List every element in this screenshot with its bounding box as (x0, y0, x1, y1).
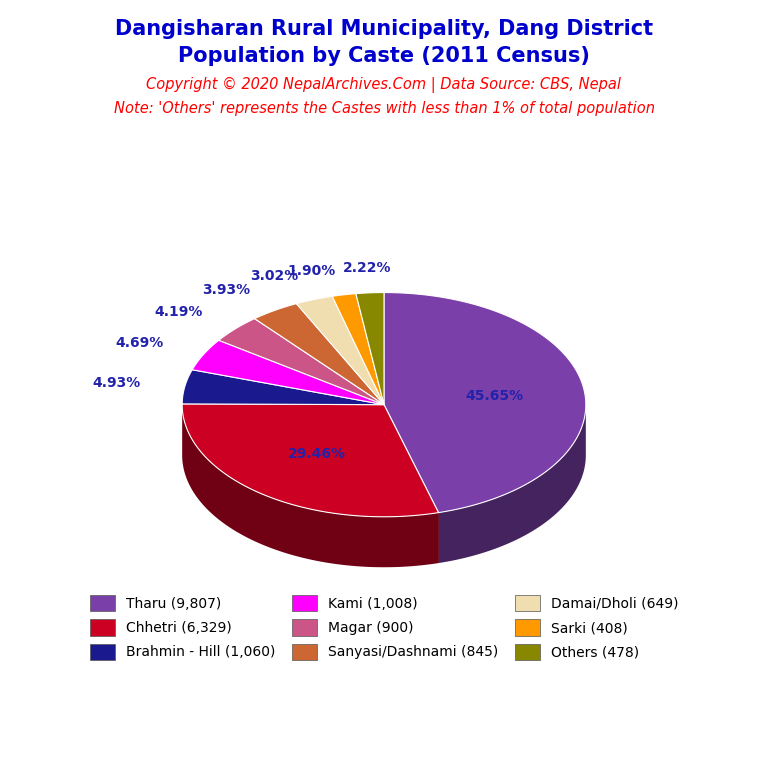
Text: 29.46%: 29.46% (288, 447, 346, 461)
Text: 1.90%: 1.90% (287, 263, 335, 277)
Legend: Tharu (9,807), Chhetri (6,329), Brahmin - Hill (1,060), Kami (1,008), Magar (900: Tharu (9,807), Chhetri (6,329), Brahmin … (83, 588, 685, 667)
Polygon shape (296, 296, 384, 405)
Text: 2.22%: 2.22% (343, 261, 391, 275)
Polygon shape (384, 293, 586, 512)
Polygon shape (182, 369, 384, 405)
Polygon shape (182, 405, 439, 568)
Polygon shape (384, 405, 439, 563)
Text: 4.19%: 4.19% (154, 305, 203, 319)
Text: 45.65%: 45.65% (465, 389, 523, 403)
Text: 4.93%: 4.93% (93, 376, 141, 389)
Polygon shape (439, 405, 586, 563)
Polygon shape (219, 319, 384, 405)
Text: Population by Caste (2011 Census): Population by Caste (2011 Census) (178, 46, 590, 66)
Text: Copyright © 2020 NepalArchives.Com | Data Source: CBS, Nepal: Copyright © 2020 NepalArchives.Com | Dat… (147, 77, 621, 93)
Text: 3.93%: 3.93% (203, 283, 250, 296)
Polygon shape (333, 293, 384, 405)
Polygon shape (254, 303, 384, 405)
Polygon shape (384, 405, 439, 563)
Polygon shape (182, 404, 439, 517)
Text: 3.02%: 3.02% (250, 270, 299, 283)
Text: Note: 'Others' represents the Castes with less than 1% of total population: Note: 'Others' represents the Castes wit… (114, 101, 654, 117)
Polygon shape (356, 293, 384, 405)
Text: 4.69%: 4.69% (115, 336, 164, 350)
Text: Dangisharan Rural Municipality, Dang District: Dangisharan Rural Municipality, Dang Dis… (115, 19, 653, 39)
Polygon shape (192, 340, 384, 405)
